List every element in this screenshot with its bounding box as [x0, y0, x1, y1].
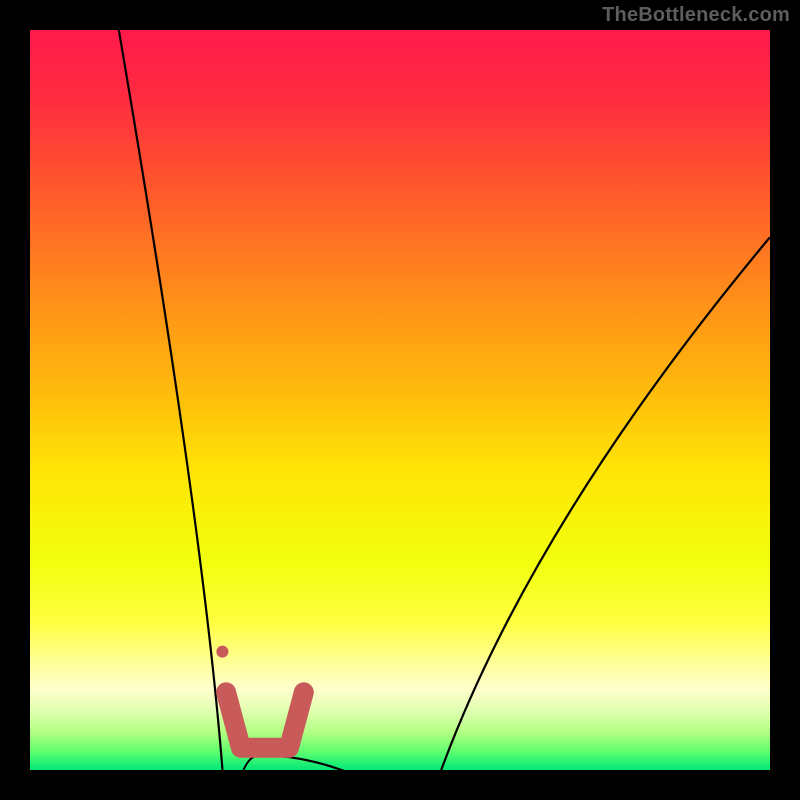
gradient-panel	[30, 30, 770, 770]
chart-svg	[0, 0, 800, 800]
chart-container: TheBottleneck.com	[0, 0, 800, 800]
highlight-dot	[216, 646, 228, 658]
watermark-text: TheBottleneck.com	[602, 4, 790, 27]
